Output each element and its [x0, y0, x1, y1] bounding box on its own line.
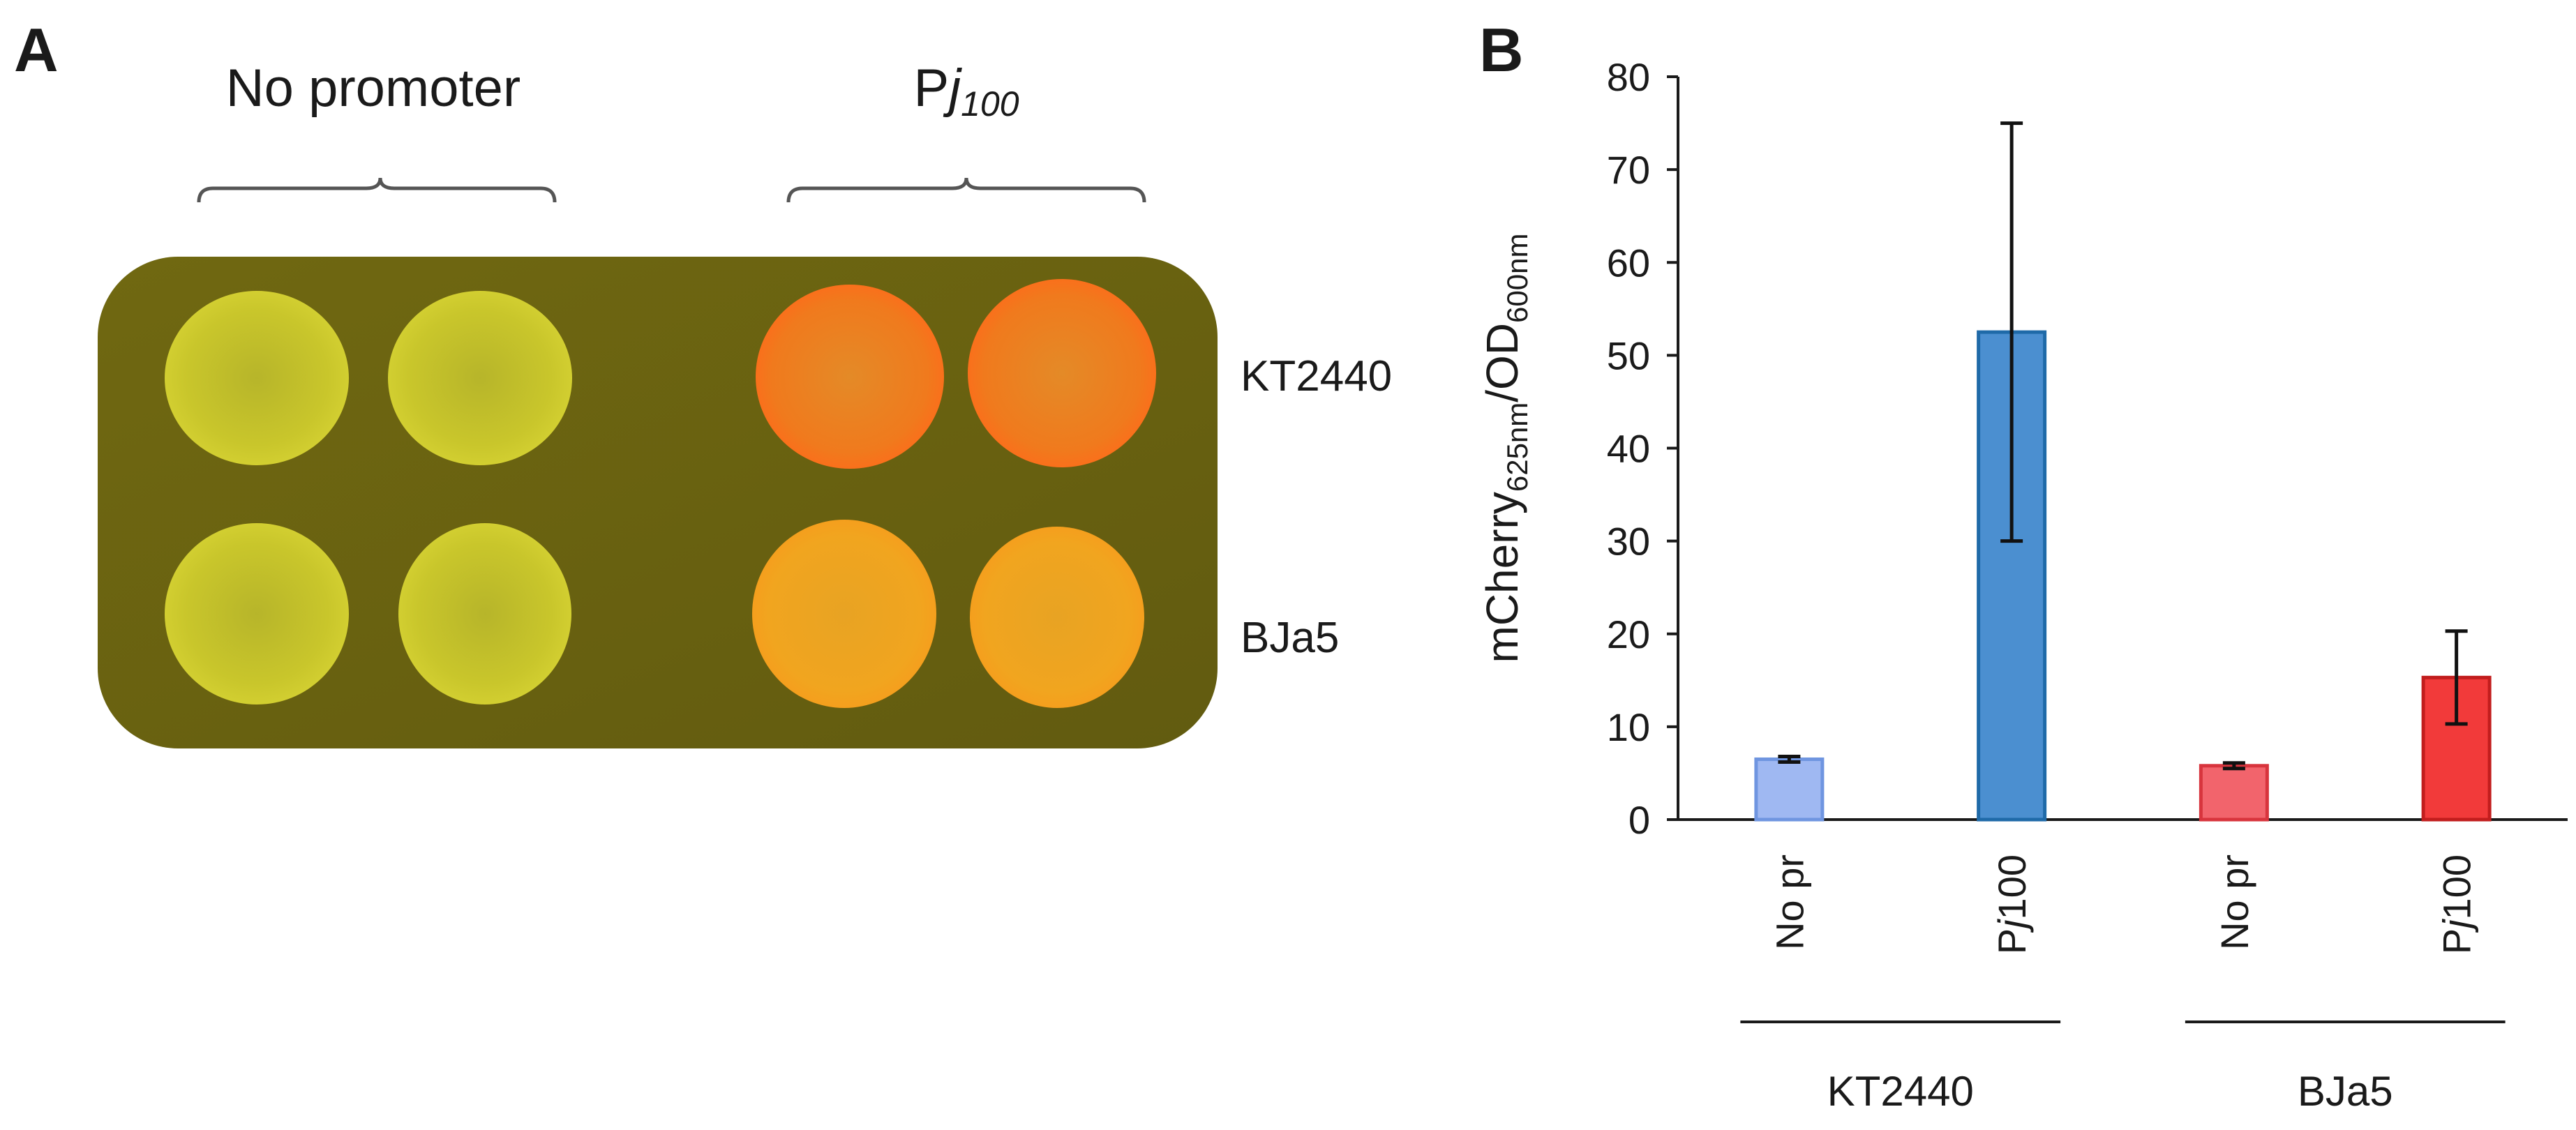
group-label-no-promoter: No promoter: [226, 59, 521, 118]
y-axis-label: mCherry625nm/OD600nm: [1477, 234, 1534, 663]
colony-bja5-pj100-2: [970, 527, 1144, 708]
y-tick-label: 30: [1607, 520, 1650, 564]
bar: [2199, 764, 2269, 822]
group-label: KT2440: [1827, 1068, 1974, 1115]
colony-kt2440-nopr-2: [388, 291, 572, 465]
panel-a: A No promot: [14, 15, 1392, 748]
y-tick-label: 60: [1607, 241, 1650, 285]
y-tick-label: 70: [1607, 148, 1650, 192]
colony-kt2440-pj100-1: [756, 285, 944, 469]
y-tick-label: 10: [1607, 705, 1650, 749]
row-label-kt2440: KT2440: [1241, 352, 1392, 400]
colony-kt2440-nopr-1: [165, 291, 349, 465]
colony-kt2440-pj100-2: [968, 279, 1156, 467]
colony-bja5-pj100-1: [752, 520, 936, 708]
group-label: BJa5: [2298, 1068, 2393, 1115]
y-tick-label: 50: [1607, 333, 1650, 377]
y-tick-label: 20: [1607, 612, 1650, 656]
panel-b-letter: B: [1479, 15, 1524, 84]
y-tick-label: 80: [1607, 55, 1650, 99]
y-tick-label: 40: [1607, 427, 1650, 471]
y-tick-label: 0: [1628, 798, 1650, 842]
panel-b: B 0 10 20 30 40 50 60 70 80 mCherry625nm/OD600nm N…: [1465, 0, 2576, 1127]
x-tick-label: No pr: [1767, 854, 1811, 950]
bar: [1754, 757, 1825, 822]
x-tick-label: Pj100: [1990, 854, 2034, 954]
x-tick-label: Pj100: [2435, 854, 2479, 954]
brace-left: [197, 177, 557, 203]
bar-chart: 0 10 20 30 40 50 60 70 80 mCherry625nm/OD600nm No …: [1477, 55, 2568, 1115]
colony-bja5-nopr-1: [165, 523, 349, 705]
panel-a-letter: A: [14, 15, 59, 84]
x-tick-label: No pr: [2212, 854, 2256, 950]
colony-bja5-nopr-2: [398, 523, 571, 705]
plate-figure: No promoter Pj100 KT2440 BJa5: [98, 59, 1392, 748]
group-label-pj100: Pj100: [913, 59, 1019, 123]
brace-right: [786, 177, 1146, 203]
row-label-bja5: BJa5: [1241, 614, 1339, 662]
